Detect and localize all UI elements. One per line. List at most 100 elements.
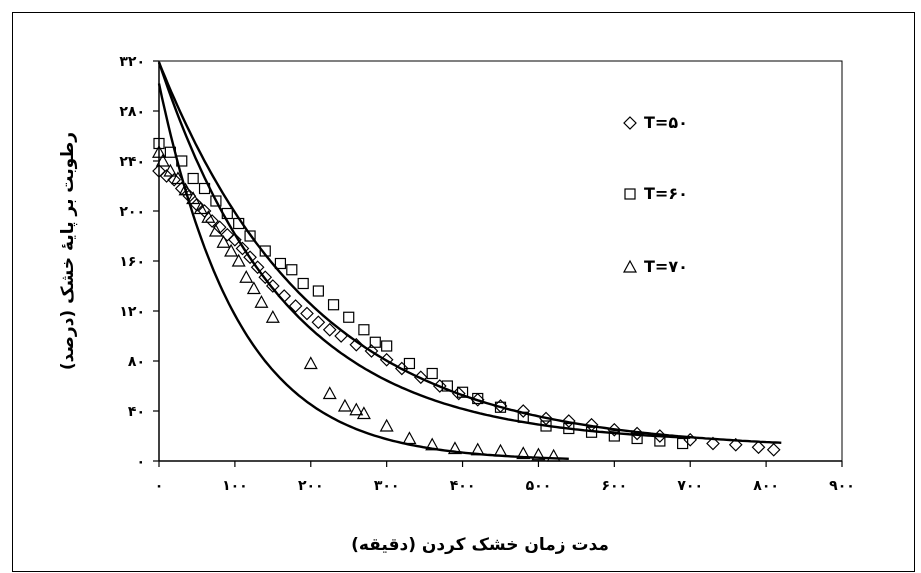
- y-tick-label: ۱۲۰: [119, 304, 145, 320]
- data-point-diamond: [265, 279, 280, 293]
- data-point-triangle: [170, 171, 185, 185]
- data-point-diamond: [607, 422, 622, 437]
- data-point-triangle: [531, 447, 546, 461]
- data-point-triangle: [447, 441, 462, 455]
- data-point-square: [563, 422, 575, 435]
- data-point-diamond: [288, 299, 303, 313]
- data-point-diamond: [630, 426, 644, 441]
- data-point-triangle: [322, 386, 337, 400]
- y-tick-label: ۱۶۰: [119, 254, 145, 270]
- data-point-diamond: [653, 429, 667, 443]
- y-tick-label: ۲۸۰: [119, 104, 145, 120]
- data-point-diamond: [311, 315, 326, 330]
- data-point-triangle: [546, 448, 561, 462]
- data-point-triangle: [231, 253, 246, 267]
- data-point-triangle: [516, 446, 531, 460]
- data-point-triangle: [216, 234, 231, 248]
- data-point-diamond: [516, 404, 531, 418]
- legend-label: T=۶۰: [644, 184, 688, 203]
- chart-frame: ۰ ۱۰۰ ۲۰۰ ۳۰۰ ۴۰۰ ۵۰۰ ۶۰۰ ۷۰۰ ۸۰۰ ۹۰۰ ۰ ۴۰ ۸۰ ۱۲۰ ۱۶۰…: [12, 12, 915, 572]
- legend-marker-square: [624, 188, 636, 200]
- y-tick-label: ۲۴۰: [119, 154, 145, 170]
- legend: T=۵۰ T=۶۰ T=۷۰: [622, 113, 688, 276]
- data-point-diamond: [379, 352, 394, 367]
- x-tick-label: ۹۰۰: [829, 478, 855, 494]
- x-tick-label: ۱۰۰: [222, 478, 248, 494]
- x-tick-label: ۷۰۰: [677, 478, 703, 494]
- data-point-square: [198, 182, 211, 195]
- legend-label: T=۷۰: [644, 257, 688, 276]
- data-point-square: [327, 299, 340, 311]
- data-point-diamond: [728, 437, 743, 452]
- data-point-square: [286, 264, 298, 276]
- data-point-diamond: [258, 270, 273, 285]
- data-point-triangle: [151, 144, 167, 158]
- x-tick-label: ۳۰۰: [374, 478, 400, 494]
- data-point-triangle: [155, 153, 170, 167]
- x-axis-title: مدت زمان خشک کردن (دقیقه): [351, 535, 609, 555]
- data-point-square: [426, 367, 438, 380]
- data-point-diamond: [300, 306, 314, 321]
- y-axis-title: رطوبت بر پایهٔ خشک (درصد): [58, 132, 78, 370]
- x-tick-label: ۰: [155, 478, 164, 494]
- x-tick-label: ۸۰۰: [753, 478, 779, 494]
- data-point-diamond: [228, 232, 242, 247]
- data-point-square: [381, 340, 393, 352]
- data-point-triangle: [425, 437, 440, 451]
- data-point-triangle: [163, 163, 178, 177]
- data-point-diamond: [322, 322, 337, 337]
- data-point-square: [494, 401, 507, 413]
- data-point-square: [441, 380, 453, 392]
- data-point-diamond: [706, 436, 720, 451]
- data-point-square: [631, 432, 643, 445]
- legend-marker-diamond: [623, 116, 637, 130]
- data-point-triangle: [246, 281, 261, 295]
- x-tick-label: ۵۰۰: [526, 478, 552, 494]
- data-point-triangle: [470, 442, 485, 456]
- data-point-square: [369, 336, 381, 348]
- data-point-triangle: [201, 209, 216, 223]
- x-tick-label: ۲۰۰: [298, 478, 324, 494]
- y-tick-label: ۳۲۰: [119, 54, 145, 70]
- data-point-diamond: [470, 392, 485, 407]
- data-point-triangle: [208, 223, 223, 237]
- data-point-triangle: [193, 201, 208, 215]
- data-point-triangle: [239, 269, 254, 283]
- data-point-square: [608, 430, 620, 442]
- data-point-diamond: [751, 440, 766, 455]
- legend-label: T=۵۰: [644, 113, 688, 132]
- data-point-square: [259, 245, 271, 257]
- x-axis-ticks: ۰ ۱۰۰ ۲۰۰ ۳۰۰ ۴۰۰ ۵۰۰ ۶۰۰ ۷۰۰ ۸۰۰ ۹۰۰: [155, 461, 855, 494]
- data-point-triangle: [379, 418, 394, 432]
- data-point-square: [677, 437, 689, 450]
- data-point-square: [176, 155, 188, 167]
- data-point-diamond: [205, 214, 219, 228]
- data-point-diamond: [220, 227, 235, 242]
- y-axis-ticks: ۰ ۴۰ ۸۰ ۱۲۰ ۱۶۰ ۲۰۰ ۲۴۰ ۲۸۰ ۳۲۰: [119, 54, 159, 470]
- data-point-diamond: [235, 241, 250, 256]
- data-point-triangle: [493, 443, 508, 457]
- data-point-square: [244, 230, 256, 242]
- data-point-square: [274, 257, 287, 270]
- data-point-diamond: [683, 432, 698, 447]
- drying-curve-chart: ۰ ۱۰۰ ۲۰۰ ۳۰۰ ۴۰۰ ۵۰۰ ۶۰۰ ۷۰۰ ۸۰۰ ۹۰۰ ۰ ۴۰ ۸۰ ۱۲۰ ۱۶۰…: [58, 54, 855, 555]
- plot-area: [158, 60, 843, 462]
- data-point-triangle: [178, 182, 193, 196]
- plot-border: [158, 60, 843, 462]
- data-point-square: [585, 426, 598, 438]
- data-point-square: [540, 420, 552, 432]
- data-point-square: [221, 207, 233, 220]
- y-tick-label: ۸۰: [128, 354, 145, 370]
- data-point-diamond: [561, 414, 576, 428]
- legend-marker-triangle: [622, 259, 638, 273]
- data-point-square: [153, 137, 165, 150]
- data-point-triangle: [224, 243, 239, 257]
- data-point-diamond: [413, 370, 428, 385]
- data-point-square: [472, 392, 484, 405]
- y-tick-label: ۴۰: [128, 404, 145, 420]
- data-point-diamond: [159, 169, 174, 183]
- y-tick-label: ۲۰۰: [119, 204, 145, 220]
- data-point-triangle: [303, 356, 318, 370]
- data-points: [151, 137, 781, 462]
- x-tick-label: ۶۰۰: [602, 478, 628, 494]
